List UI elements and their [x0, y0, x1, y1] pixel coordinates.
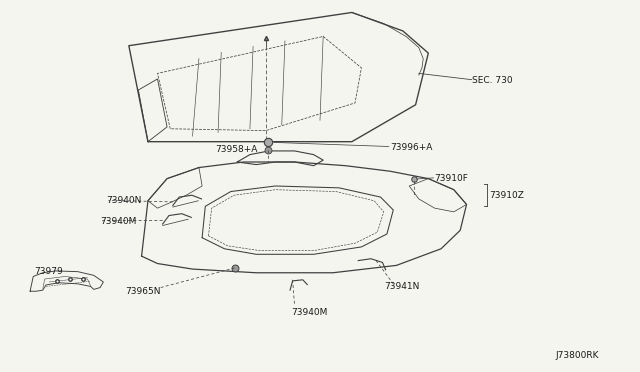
Text: 73996+A: 73996+A	[390, 143, 433, 152]
Text: 73940M: 73940M	[100, 217, 136, 225]
Text: 73910F: 73910F	[435, 174, 468, 183]
Text: 73965N: 73965N	[125, 287, 161, 296]
Text: 73958+A: 73958+A	[216, 145, 258, 154]
Text: 73979: 73979	[35, 267, 63, 276]
Text: 73910Z: 73910Z	[489, 191, 524, 200]
Text: 73940N: 73940N	[106, 196, 142, 205]
Text: 73940M: 73940M	[291, 308, 328, 317]
Text: 73941N: 73941N	[384, 282, 419, 291]
Text: J73800RK: J73800RK	[556, 351, 599, 360]
Text: SEC. 730: SEC. 730	[472, 76, 512, 85]
